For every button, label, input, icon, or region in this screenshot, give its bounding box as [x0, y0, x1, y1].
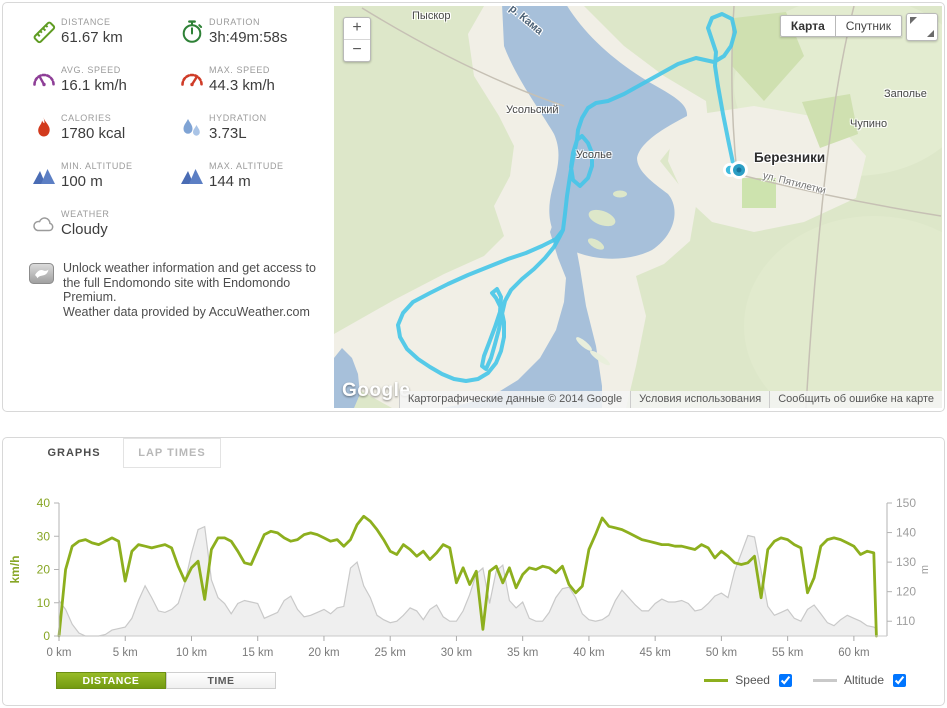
weather-provider-text: Weather data provided by AccuWeather.com: [63, 304, 310, 319]
map-type-satellite-button[interactable]: Спутник: [834, 15, 902, 37]
route-end-marker: [730, 161, 748, 179]
map-label-chupino: Чупино: [850, 118, 888, 130]
stat-calories: CALORIES 1780 kcal: [31, 113, 179, 161]
tab-bar: GRAPHS LAP TIMES: [25, 438, 221, 468]
premium-note: Unlock weather information and get acces…: [29, 261, 321, 319]
chart-legend: Speed Altitude: [704, 673, 906, 687]
stat-avg-speed: AVG. SPEED 16.1 km/h: [31, 65, 179, 113]
svg-text:10: 10: [37, 596, 51, 610]
stat-duration: DURATION 3h:49m:58s: [179, 17, 327, 65]
svg-text:140: 140: [896, 526, 916, 540]
svg-text:150: 150: [896, 496, 916, 510]
map-label-usolye: Усолье: [576, 149, 613, 161]
stat-max-altitude: MAX. ALTITUDE 144 m: [179, 161, 327, 209]
svg-text:40 km: 40 km: [573, 647, 604, 659]
stat-value: 61.67 km: [61, 29, 123, 46]
map-copyright-text: Картографические данные © 2014 Google: [398, 391, 631, 408]
max-speed-gauge-icon: [179, 65, 209, 98]
stat-label: DISTANCE: [61, 17, 111, 27]
tab-graphs[interactable]: GRAPHS: [25, 438, 123, 468]
workout-summary-panel: DISTANCE 61.67 km DURATION 3h:49m:58s AVG.…: [2, 2, 945, 412]
premium-note-text: Unlock weather information and get acces…: [63, 261, 316, 304]
map-label-usolsky: Усольский: [506, 104, 559, 116]
svg-text:0 km: 0 km: [47, 647, 72, 659]
svg-text:120: 120: [896, 585, 916, 599]
google-logo[interactable]: Google: [342, 380, 411, 401]
zoom-out-button[interactable]: −: [352, 41, 362, 58]
map-terrain: [334, 6, 942, 408]
speed-altitude-chart: 0 10 20 30 40 110 120 130 140 150 0 km 5 km 10 km 15 …: [3, 490, 944, 668]
map-label-zapolye: Заполье: [884, 88, 927, 100]
svg-text:km/h: km/h: [8, 555, 22, 583]
svg-text:35 km: 35 km: [507, 647, 538, 659]
avg-speed-gauge-icon: [31, 65, 61, 98]
svg-text:30: 30: [37, 529, 51, 543]
cloud-icon: [31, 209, 61, 242]
time-mode-button[interactable]: TIME: [166, 672, 276, 689]
map-label-berezniki: Березники: [754, 150, 826, 165]
svg-text:25 km: 25 km: [375, 647, 406, 659]
svg-text:20: 20: [37, 563, 51, 577]
stat-max-speed: MAX. SPEED 44.3 km/h: [179, 65, 327, 113]
map-type-switcher: Карта Спутник: [779, 15, 902, 37]
tab-lap-times[interactable]: LAP TIMES: [123, 438, 221, 468]
stat-hydration: HYDRATION 3.73L: [179, 113, 327, 161]
pan-arrow-icon: [910, 17, 917, 24]
svg-text:45 km: 45 km: [639, 647, 670, 659]
svg-text:55 km: 55 km: [772, 647, 803, 659]
zoom-in-button[interactable]: +: [344, 18, 370, 40]
stat-min-altitude: MIN. ALTITUDE 100 m: [31, 161, 179, 209]
map[interactable]: Пыскор р. Кама Усольский Усолье Березник…: [334, 6, 942, 408]
mountains-icon: [179, 161, 209, 194]
altitude-legend-label: Altitude: [843, 673, 884, 687]
svg-text:40: 40: [37, 496, 51, 510]
stats-grid: DISTANCE 61.67 km DURATION 3h:49m:58s AVG.…: [31, 17, 331, 257]
svg-text:30 km: 30 km: [441, 647, 472, 659]
map-zoom-control: + −: [343, 17, 371, 62]
graphs-panel: GRAPHS LAP TIMES 0 10 20 30 40 110 120 130 140 15…: [2, 437, 945, 706]
svg-text:5 km: 5 km: [113, 647, 138, 659]
map-label-pyskor: Пыскор: [412, 10, 451, 22]
svg-text:130: 130: [896, 555, 916, 569]
water-drops-icon: [179, 113, 209, 146]
svg-text:0: 0: [43, 629, 50, 643]
svg-text:50 km: 50 km: [706, 647, 737, 659]
x-axis-mode-switcher: DISTANCE TIME: [56, 672, 276, 689]
flame-icon: [31, 113, 61, 146]
mountains-icon: [31, 161, 61, 194]
speed-legend-label: Speed: [735, 673, 770, 687]
ruler-icon: [31, 17, 61, 50]
terms-of-use-link[interactable]: Условия использования: [630, 391, 770, 408]
distance-mode-button[interactable]: DISTANCE: [56, 672, 166, 689]
route-line: [396, 12, 739, 383]
svg-text:110: 110: [896, 614, 915, 628]
altitude-visibility-checkbox[interactable]: [893, 673, 906, 687]
svg-text:m: m: [919, 565, 931, 574]
map-attribution: Картографические данные © 2014 Google Ус…: [398, 391, 942, 408]
svg-text:20 km: 20 km: [308, 647, 339, 659]
map-pan-toggle-button[interactable]: [906, 13, 938, 41]
speed-legend-line: [704, 678, 729, 682]
stat-distance: DISTANCE 61.67 km: [31, 17, 179, 65]
svg-text:15 km: 15 km: [242, 647, 273, 659]
map-type-map-button[interactable]: Карта: [779, 15, 835, 37]
altitude-legend-line: [812, 678, 837, 682]
stat-weather: WEATHER Cloudy: [31, 209, 179, 257]
stopwatch-icon: [179, 17, 209, 50]
endomondo-premium-icon: [29, 261, 55, 319]
pan-arrow-icon: [927, 30, 934, 37]
speed-visibility-checkbox[interactable]: [778, 673, 792, 687]
svg-text:60 km: 60 km: [838, 647, 869, 659]
svg-text:10 km: 10 km: [176, 647, 207, 659]
report-map-error-link[interactable]: Сообщить об ошибке на карте: [769, 391, 942, 408]
